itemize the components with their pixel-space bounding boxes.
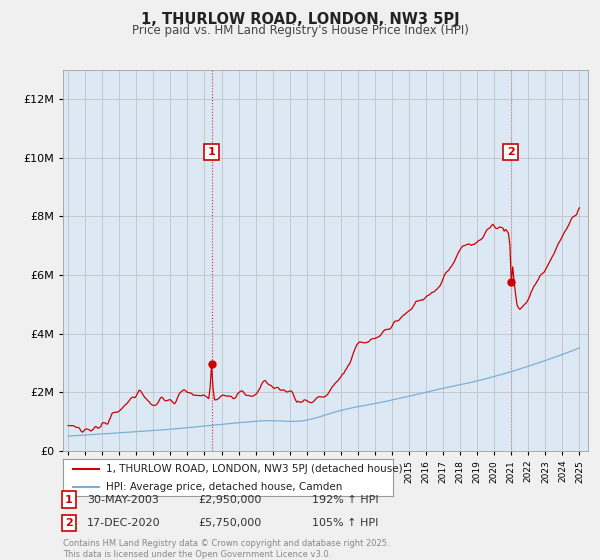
Text: 2: 2: [507, 147, 514, 157]
Text: 30-MAY-2003: 30-MAY-2003: [87, 494, 159, 505]
Text: £5,750,000: £5,750,000: [198, 518, 261, 528]
Text: Contains HM Land Registry data © Crown copyright and database right 2025.
This d: Contains HM Land Registry data © Crown c…: [63, 539, 389, 559]
Text: 1, THURLOW ROAD, LONDON, NW3 5PJ (detached house): 1, THURLOW ROAD, LONDON, NW3 5PJ (detach…: [106, 464, 403, 474]
Text: 105% ↑ HPI: 105% ↑ HPI: [312, 518, 379, 528]
Text: 1, THURLOW ROAD, LONDON, NW3 5PJ: 1, THURLOW ROAD, LONDON, NW3 5PJ: [140, 12, 460, 27]
Text: 1: 1: [208, 147, 215, 157]
Text: £2,950,000: £2,950,000: [198, 494, 262, 505]
Text: Price paid vs. HM Land Registry's House Price Index (HPI): Price paid vs. HM Land Registry's House …: [131, 24, 469, 36]
Text: HPI: Average price, detached house, Camden: HPI: Average price, detached house, Camd…: [106, 482, 342, 492]
Text: 17-DEC-2020: 17-DEC-2020: [87, 518, 161, 528]
Text: 192% ↑ HPI: 192% ↑ HPI: [312, 494, 379, 505]
Text: 1: 1: [65, 494, 73, 505]
Text: 2: 2: [65, 518, 73, 528]
